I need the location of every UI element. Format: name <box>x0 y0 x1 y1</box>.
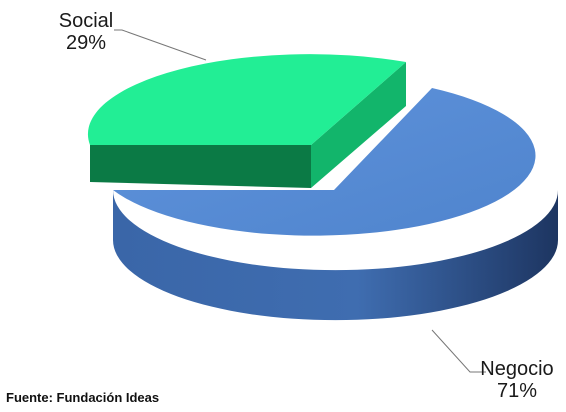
pie-slice-social-side-right <box>311 62 406 188</box>
leader-line-negocio <box>431 329 486 373</box>
pie-slice-negocio <box>113 88 558 321</box>
pie-slice-negocio-side <box>113 190 558 321</box>
leader-line-social <box>114 29 207 61</box>
label-negocio: Negocio 71% <box>472 358 562 402</box>
label-negocio-name: Negocio <box>480 358 554 380</box>
pie-slice-social <box>87 54 406 188</box>
label-social: Social 29% <box>46 10 126 54</box>
label-social-name: Social <box>58 10 114 32</box>
pie-slice-social-side-left <box>90 145 311 188</box>
label-social-value: 29% <box>65 32 107 54</box>
source-note: Fuente: Fundación Ideas <box>6 390 160 405</box>
pie-slice-negocio-top <box>113 88 536 236</box>
label-negocio-value: 71% <box>496 380 538 402</box>
pie-slice-social-top <box>87 54 406 145</box>
